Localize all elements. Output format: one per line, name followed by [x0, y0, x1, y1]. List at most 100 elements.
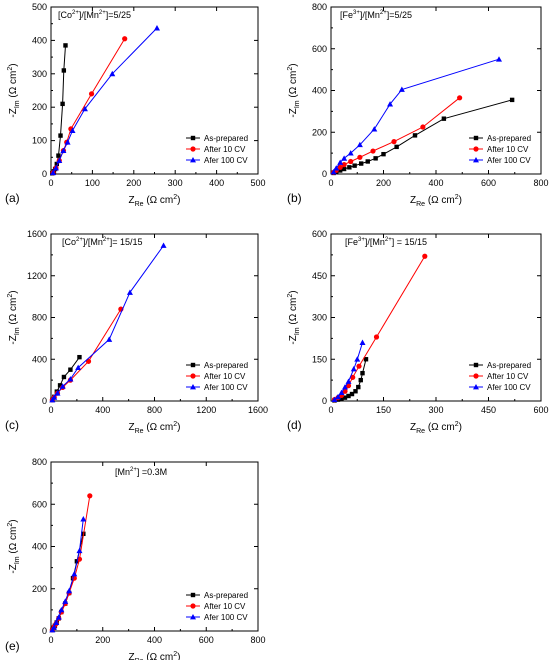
panel-b-series-0-point	[373, 156, 378, 161]
panel-d-legend-label-2: Afer 100 CV	[487, 383, 531, 392]
panel-d-series-1-point	[350, 374, 356, 380]
panel-d-x-tick-label: 450	[481, 405, 496, 415]
panel-b-series-0-point	[381, 151, 386, 157]
panel-c-series-2-point	[160, 242, 167, 248]
panel-a-legend-marker-2	[190, 157, 196, 163]
panel-a-series-0-point	[60, 101, 65, 107]
panel-c-legend-marker-2	[190, 384, 196, 390]
panel-e-series-2-point	[55, 614, 62, 620]
panel-e-x-axis-title: ZRe (Ω cm2)	[128, 651, 180, 660]
panel-c-series-2-point	[106, 336, 113, 342]
panel-d: 0 150 300 450 600 0 150 300 450 600 ZRe (Ω cm2) -ZI…	[287, 229, 549, 435]
panel-c-series-0-point	[57, 383, 63, 388]
panel-b-series-2-point	[337, 159, 344, 165]
panel-e-legend-label-0: As-prepared	[204, 591, 248, 600]
panel-d-series-2-point	[350, 365, 357, 372]
panel-a-y-tick-label: 100	[32, 136, 47, 146]
panel-d-x-tick-label: 600	[533, 405, 548, 415]
panel-b-series-1-point	[348, 158, 354, 165]
panel-d-series-0-point	[349, 391, 355, 397]
panel-b-series-1-point	[341, 162, 347, 168]
panel-b-series-0-point	[509, 97, 515, 103]
panel-a-series-2-point	[81, 105, 88, 112]
panel-a-legend-label-1: After 10 CV	[204, 145, 246, 154]
panel-a-series-0-point	[61, 68, 67, 73]
panel-a-series-2-point	[56, 157, 63, 164]
panel-d-series-2-point	[354, 356, 361, 362]
panel-d-x-tick-label: 300	[428, 405, 443, 415]
panel-c-x-tick-label: 400	[95, 405, 110, 415]
panel-b-y-tick-label: 0	[322, 169, 327, 179]
panel-b-series-1-point	[337, 164, 343, 170]
panel-d-legend-marker-1	[473, 373, 479, 379]
panel-c-legend-marker-1	[190, 373, 196, 379]
panel-a-y-axis-title: -ZIm (Ω cm2)	[7, 63, 21, 117]
panel-b-x-tick-label: 400	[428, 178, 443, 188]
panel-d-series-0-point	[339, 396, 344, 401]
panel-d-x-axis-title: ZRe (Ω cm2)	[410, 421, 462, 435]
panel-d-series-2-point	[342, 384, 348, 390]
panel-e-series-2-point	[62, 598, 69, 604]
panel-d-series-1-point	[422, 253, 428, 259]
panel-d-legend-marker-2	[473, 384, 479, 390]
panel-e-legend-marker-0	[190, 592, 196, 598]
panel-c-y-tick-label: 1200	[27, 271, 47, 281]
panel-c-tag: (c)	[5, 418, 19, 432]
panel-b-series-1-point	[370, 148, 376, 154]
panel-e-y-tick-label: 400	[32, 542, 47, 552]
panel-d-legend-label-0: As-prepared	[487, 361, 531, 370]
panel-b-series-0-point	[337, 168, 343, 173]
panel-b-series-0-point	[365, 159, 370, 164]
panel-b-series-0-point	[412, 133, 418, 138]
panel-b-series-1-point	[357, 154, 363, 160]
panel-b-legend-marker-1	[473, 146, 479, 152]
panel-b-y-tick-label: 200	[312, 127, 327, 137]
panel-c-legend-label-2: Afer 100 CV	[204, 383, 248, 392]
panel-a-series-0-point	[58, 133, 63, 138]
panel-a-legend-label-2: Afer 100 CV	[204, 156, 248, 165]
panel-d-series-line-2	[334, 342, 363, 400]
panel-a-series-2-point	[153, 25, 160, 31]
panel-e-series-2-point	[71, 570, 78, 577]
panel-e-legend-label-2: Afer 100 CV	[204, 613, 248, 622]
panel-b-series-2-point	[356, 141, 363, 148]
panel-c-series-2-point	[54, 390, 61, 396]
panel-b: 0 200 400 600 800 0 200 400 600 800 ZRe (Ω cm2) -ZI…	[287, 2, 549, 208]
panel-d-series-0-point	[356, 384, 361, 390]
panel-b-series-0-point	[347, 165, 352, 170]
panel-a-series-2-point	[64, 139, 71, 145]
panel-d-series-1-point	[373, 334, 380, 340]
panel-a-series-1-point	[122, 36, 128, 42]
panel-b-series-2-point	[341, 155, 348, 161]
panel-d-series-0-point	[363, 357, 369, 362]
panel-b-legend-label-1: After 10 CV	[487, 145, 529, 154]
panel-c-y-tick-label: 1600	[27, 229, 47, 239]
panel-b-legend-label-0: As-prepared	[487, 134, 531, 143]
panel-b-series-1-point	[457, 95, 463, 101]
panel-b-x-tick-label: 800	[533, 178, 548, 188]
panel-c-condition-label: [Co2+]/[Mn2+]= 15/15	[62, 237, 143, 247]
panel-e-series-2-point	[80, 516, 87, 522]
panel-e-y-tick-label: 200	[32, 584, 47, 594]
panel-d-series-2-point	[335, 393, 341, 400]
panel-d-legend-marker-0	[473, 362, 479, 368]
panel-a-series-0-point	[56, 153, 61, 158]
panel-e-series-2-point	[66, 587, 73, 594]
panel-a-x-tick-label: 0	[48, 178, 53, 188]
panel-e-series-2-point	[53, 619, 60, 625]
panel-e-series-line-1	[51, 495, 91, 631]
panel-a-x-tick-label: 100	[85, 178, 100, 188]
panel-c-y-tick-label: 400	[32, 354, 47, 364]
panel-d-y-tick-label: 450	[312, 271, 327, 281]
panel-e-legend-marker-1	[190, 603, 196, 609]
panel-e-series-2-point	[51, 624, 58, 630]
panel-a-condition-label: [Co2+]/[Mn2+]=5/25	[58, 10, 131, 20]
panel-b-condition-label: [Fe3+]/[Mn2+]=5/25	[340, 10, 412, 20]
panel-a-series-2-point	[52, 164, 59, 171]
panel-c-x-tick-label: 800	[147, 405, 162, 415]
panel-c-series-0-point	[68, 367, 73, 372]
panel-e-y-tick-label: 600	[32, 499, 47, 509]
panel-a-y-tick-label: 0	[42, 169, 47, 179]
panel-e-series-line-0	[51, 533, 84, 631]
